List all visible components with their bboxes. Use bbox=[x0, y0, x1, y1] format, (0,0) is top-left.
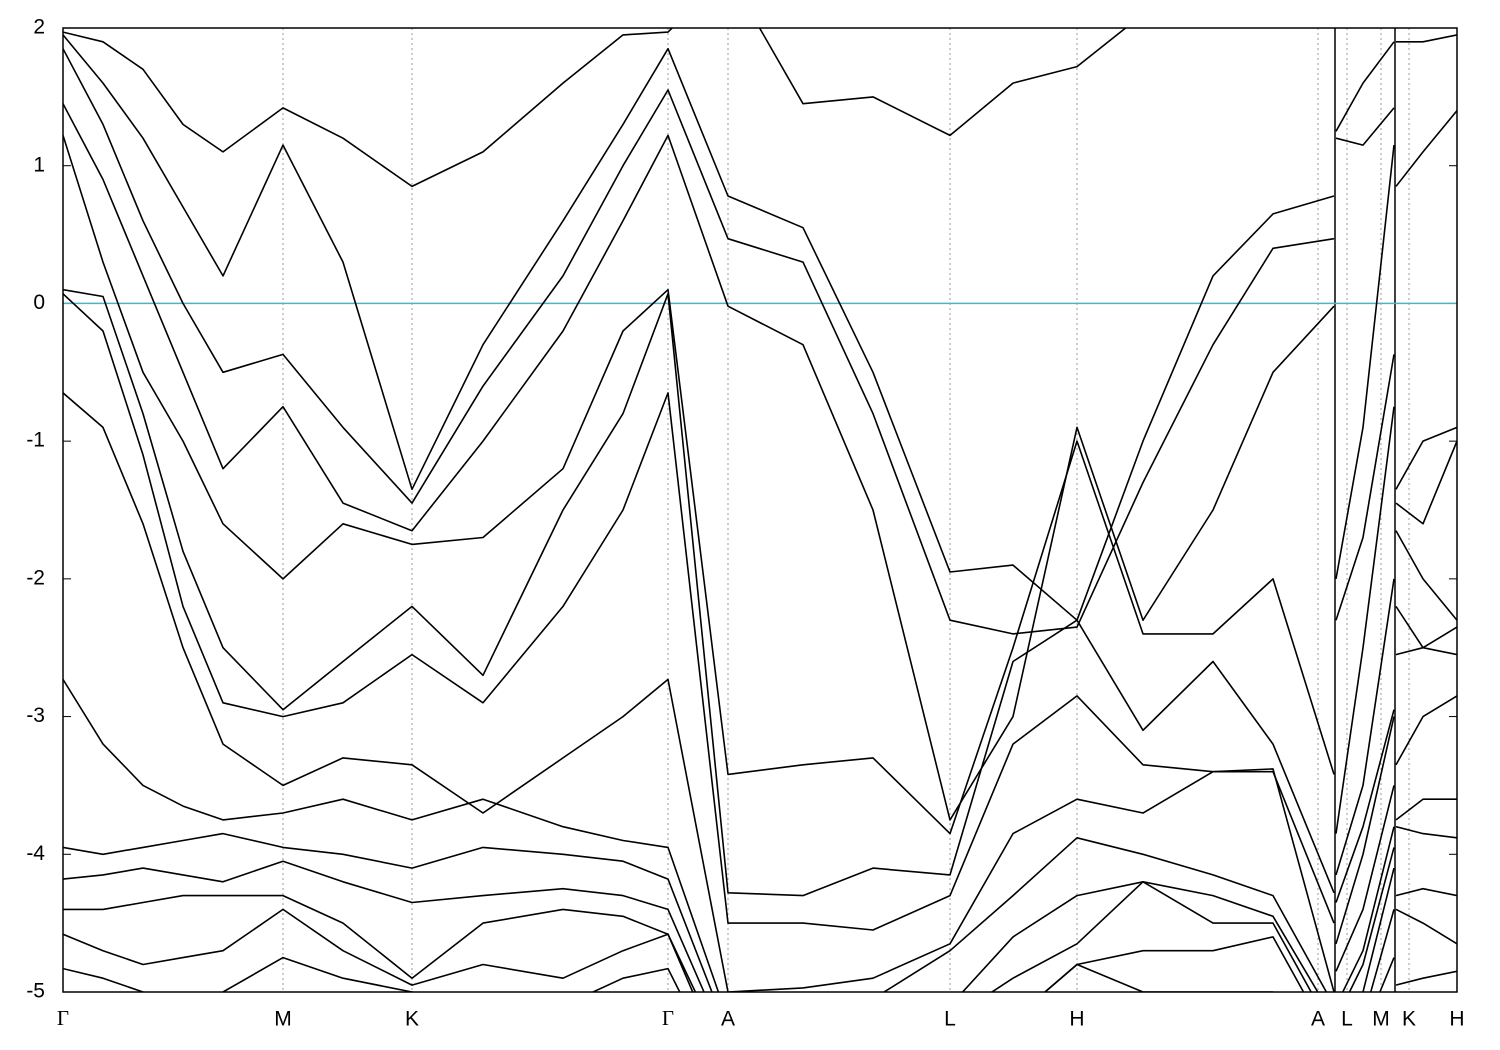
band-line bbox=[63, 867, 1457, 992]
x-tick-label: Γ bbox=[662, 1006, 674, 1030]
band-line bbox=[63, 34, 1457, 621]
x-tick-label: L bbox=[1341, 1008, 1353, 1031]
x-tick-label: A bbox=[721, 1008, 735, 1031]
x-tick-label: K bbox=[1402, 1008, 1416, 1031]
y-tick-label: -3 bbox=[26, 704, 45, 727]
band-line bbox=[63, 392, 1457, 992]
band-line bbox=[63, 288, 1457, 897]
y-tick-label: -1 bbox=[26, 429, 45, 452]
x-tick-label: A bbox=[1311, 1008, 1325, 1031]
y-tick-label: -5 bbox=[26, 980, 45, 1003]
x-tick-label: Γ bbox=[57, 1006, 69, 1030]
grid bbox=[63, 27, 1457, 993]
x-tick-label: L bbox=[944, 1008, 956, 1031]
band-line bbox=[63, 825, 1457, 992]
band-line bbox=[63, 48, 1457, 635]
y-tick-label: 2 bbox=[33, 16, 45, 39]
band-line bbox=[63, 847, 1457, 992]
band-line bbox=[63, 678, 1457, 992]
band-line bbox=[63, 293, 1457, 931]
y-tick-label: -4 bbox=[26, 842, 45, 865]
x-tick-label: H bbox=[1449, 1008, 1464, 1031]
band-line bbox=[63, 103, 1457, 821]
y-tick-label: 0 bbox=[33, 291, 45, 314]
band-line bbox=[63, 908, 1457, 992]
y-tick-label: -2 bbox=[26, 566, 45, 589]
x-tick-label: H bbox=[1069, 1008, 1084, 1031]
band-line bbox=[63, 956, 1457, 992]
y-tick-label: 1 bbox=[33, 153, 45, 176]
plot-frame bbox=[62, 27, 1458, 993]
plot-area bbox=[63, 28, 1457, 992]
band-line bbox=[63, 28, 1457, 188]
x-tick-label: M bbox=[1372, 1008, 1390, 1031]
x-tick-label: K bbox=[405, 1008, 419, 1031]
x-tick-label: M bbox=[274, 1008, 292, 1031]
band-line bbox=[63, 135, 1457, 835]
